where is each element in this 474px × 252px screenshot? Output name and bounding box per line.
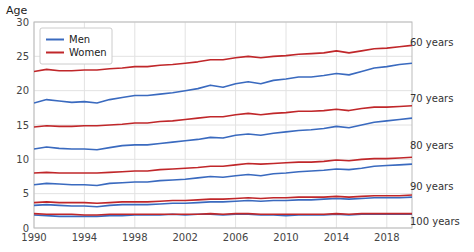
legend-entry: Women [69, 47, 107, 58]
grid [34, 22, 412, 228]
x-tick-label: 2014 [324, 232, 349, 243]
x-tick-label: 2002 [172, 232, 197, 243]
y-grid-line [34, 90, 412, 91]
y-tick-label: 0 [23, 223, 29, 234]
y-tick-label: 30 [16, 17, 29, 28]
x-tick-label: 1990 [21, 232, 46, 243]
x-tick-label: 1994 [72, 232, 97, 243]
annotation: 70 years [410, 93, 453, 104]
y-tick-label: 20 [16, 85, 29, 96]
series-line [34, 164, 412, 185]
y-axis-label: Age [6, 4, 28, 17]
series-line [34, 118, 412, 150]
y-grid-line [34, 193, 412, 194]
lines [34, 45, 412, 216]
annotation: 90 years [410, 181, 453, 192]
chart: 1990 1994 1998 2002 2006 2010 2014 2018 0 5 10 15 20… [0, 0, 474, 252]
legend-swatch [46, 39, 64, 41]
annotation: 80 years [410, 140, 453, 151]
legend-swatch [46, 52, 64, 54]
y-tick-label: 5 [23, 188, 29, 199]
series-line [34, 106, 412, 127]
annotation: 100 years [410, 216, 460, 227]
legend: Men Women [40, 28, 112, 64]
legend-box [40, 28, 112, 64]
annotation: 60 years [410, 37, 453, 48]
y-tick-label: 10 [16, 154, 29, 165]
series-line [34, 214, 412, 216]
annotations: 60 years 70 years 80 years 90 years 100 year… [410, 37, 460, 227]
x-tick-label: 2006 [223, 232, 248, 243]
series-line [34, 157, 412, 173]
series-line [34, 214, 412, 215]
plot-frame [34, 22, 412, 228]
series-line [34, 63, 412, 103]
series-line [34, 195, 412, 203]
y-tick-label: 25 [16, 51, 29, 62]
x-tick-label: 2018 [374, 232, 399, 243]
x-tick-label: 1998 [122, 232, 147, 243]
x-tick-label: 2010 [273, 232, 298, 243]
y-tick-label: 15 [16, 120, 29, 131]
ticks: 1990 1994 1998 2002 2006 2010 2014 2018 0 5 10 15 20… [16, 17, 399, 244]
legend-entry: Men [69, 34, 90, 45]
